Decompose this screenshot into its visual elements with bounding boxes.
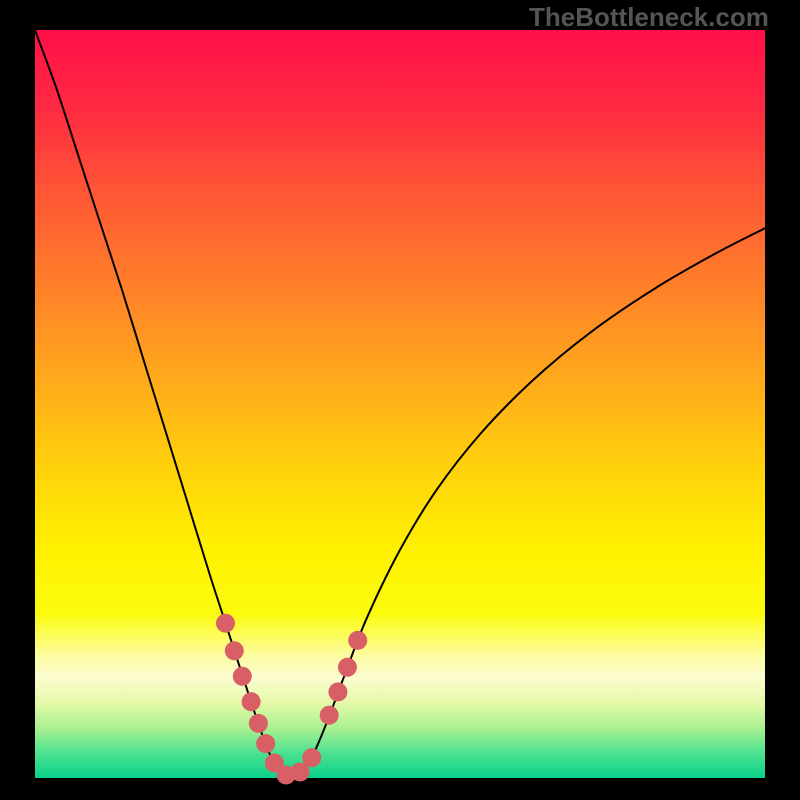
curve-marker — [328, 683, 347, 702]
plot-background — [35, 30, 765, 778]
curve-marker — [320, 706, 339, 725]
curve-marker — [233, 667, 252, 686]
curve-marker — [338, 658, 357, 677]
bottleneck-chart — [0, 0, 800, 800]
curve-marker — [256, 734, 275, 753]
curve-marker — [302, 748, 321, 767]
curve-marker — [249, 714, 268, 733]
curve-marker — [216, 614, 235, 633]
curve-marker — [242, 692, 261, 711]
curve-marker — [225, 641, 244, 660]
curve-marker — [348, 631, 367, 650]
watermark-text: TheBottleneck.com — [529, 2, 769, 33]
